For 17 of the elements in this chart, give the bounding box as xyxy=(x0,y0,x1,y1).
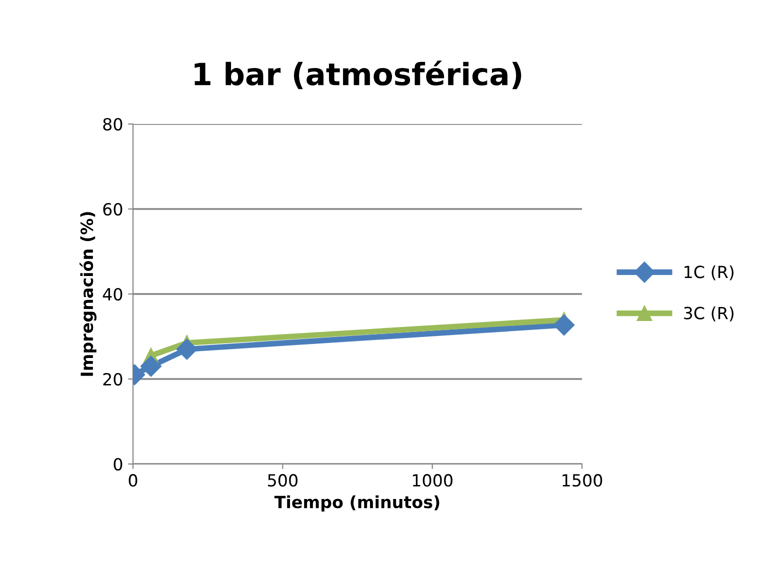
x-tick-label: 1000 xyxy=(412,474,452,487)
y-tick-label: 80 xyxy=(103,118,122,131)
legend-label: 3C (R) xyxy=(684,306,734,322)
legend-label: 1C (R) xyxy=(684,265,734,280)
x-tick-label: 0 xyxy=(128,474,138,487)
point xyxy=(554,314,575,336)
y-tick-label: 40 xyxy=(102,288,122,301)
chart-title: 1 bar (atmosférica) xyxy=(194,60,522,90)
x-axis-title: Tiempo (minutos) xyxy=(274,495,440,512)
y-tick-label: 60 xyxy=(103,202,122,216)
point xyxy=(176,338,198,360)
x-tick-label: 1500 xyxy=(562,474,602,487)
y-axis-title: Impregnación (%) xyxy=(80,212,97,376)
y-tick-label: 20 xyxy=(103,372,122,386)
point xyxy=(140,356,162,377)
x-tick-label: 500 xyxy=(268,474,298,487)
y-tick-label: 0 xyxy=(114,458,122,471)
